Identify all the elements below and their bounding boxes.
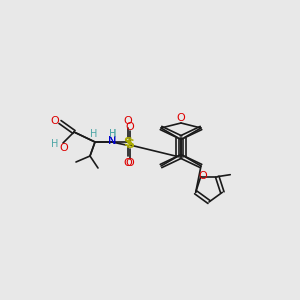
- Text: O: O: [198, 171, 207, 181]
- Text: N: N: [108, 136, 116, 146]
- Text: O: O: [126, 122, 134, 132]
- Text: O: O: [124, 116, 132, 126]
- Text: H: H: [51, 139, 59, 149]
- Text: S: S: [124, 136, 133, 148]
- Text: H: H: [109, 129, 117, 139]
- Text: S: S: [125, 139, 134, 152]
- Text: O: O: [124, 158, 132, 168]
- Text: H: H: [109, 129, 117, 139]
- Text: O: O: [51, 116, 59, 126]
- Text: O: O: [60, 143, 68, 153]
- Text: N: N: [108, 136, 116, 146]
- Text: H: H: [90, 129, 98, 139]
- Text: O: O: [126, 158, 134, 168]
- Text: O: O: [177, 113, 185, 123]
